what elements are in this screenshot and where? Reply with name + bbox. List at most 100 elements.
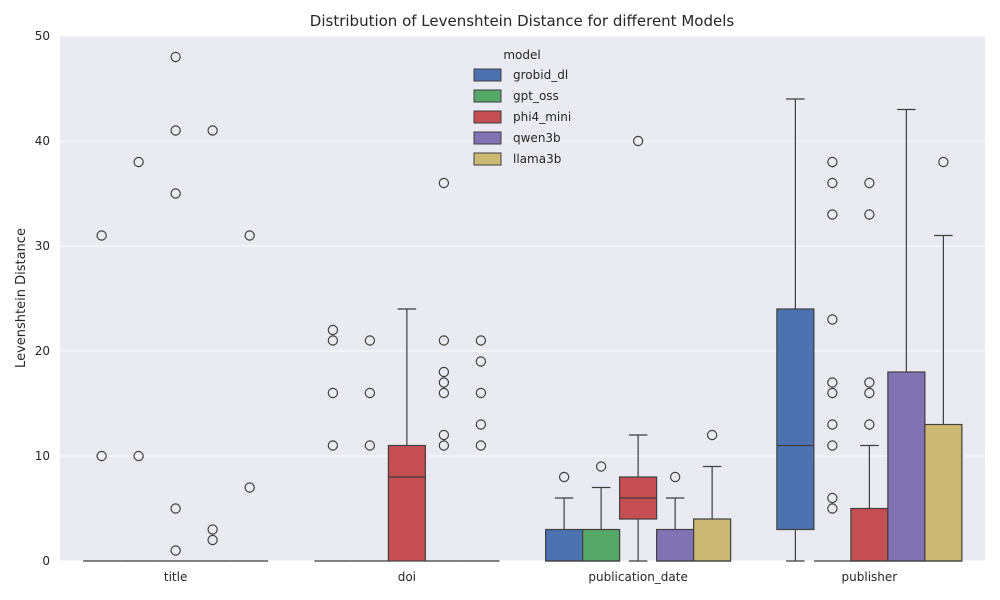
plot-background [60,36,985,561]
flier-point [170,545,181,556]
flier-point [827,314,838,325]
flier-point [364,335,376,346]
flier-point [133,156,144,168]
box-grobid_dl-publisher [776,98,815,562]
flier-point [827,177,838,189]
box-llama3b-publisher [924,234,963,562]
flier-point [827,503,838,514]
flier-point [170,51,181,63]
box-phi4_mini-publisher [850,444,889,562]
box-rect [387,444,426,562]
flier-point [827,492,838,504]
flier-point [244,482,255,493]
flier-point [207,534,218,546]
flier-point [133,450,144,462]
flier-point [475,356,487,367]
box-rect [850,507,889,562]
flier-point [170,125,181,136]
y-axis-ticks: 0 10 20 30 40 50 [35,29,50,568]
box-rect [887,371,926,562]
flier-point [595,461,607,472]
legend-label-qwen3b: qwen3b [513,131,561,145]
flier-point [244,230,255,241]
flier-point [96,450,107,462]
y-tick-label: 0 [42,554,50,568]
flier-point [438,177,450,189]
box-rect [776,308,815,531]
flier-point [475,419,487,430]
box-qwen3b-publication_date [656,497,695,562]
box-rect [693,518,732,562]
legend-label-llama3b: llama3b [513,152,561,166]
y-tick-label: 20 [35,344,50,358]
legend-label-grobid_dl: grobid_dl [513,68,568,82]
flier-point [327,387,339,399]
x-axis-ticks: title doi publication_date publisher [164,570,897,584]
flier-point [438,335,450,346]
y-tick-label: 10 [35,449,50,463]
flier-point [96,230,107,241]
box-rect [582,528,621,562]
box-qwen3b-publisher [887,108,926,562]
legend-swatch-grobid_dl [473,68,502,82]
legend-label-gpt_oss: gpt_oss [513,89,559,103]
box-rect [545,528,584,562]
legend-swatch-llama3b [473,152,502,166]
flier-point [864,209,875,220]
legend-title: model [503,48,540,62]
flier-point [827,156,838,168]
y-axis-label: Levenshtein Distance [14,228,29,368]
flier-point [827,440,838,451]
y-tick-label: 40 [35,134,50,148]
flier-point [864,377,875,388]
flier-point [827,209,838,220]
box-gpt_oss-publication_date [582,486,621,562]
flier-point [864,419,875,430]
box-llama3b-publication_date [693,465,732,562]
flier-point [207,524,218,535]
y-tick-label: 30 [35,239,50,253]
flier-layer [96,51,949,556]
legend: model grobid_dl gpt_oss phi4_mini qwen3b lla… [473,48,571,166]
flier-point [207,125,218,136]
flier-point [438,440,450,451]
flier-point [438,366,450,378]
flier-point [170,503,181,514]
flier-point [827,419,838,430]
flier-point [558,471,570,483]
flier-point [827,387,838,399]
flier-point [632,135,644,147]
flier-point [327,335,339,346]
flier-point [864,177,875,189]
flier-point [170,188,181,199]
box-rect [924,423,963,562]
flier-point [438,387,450,399]
flier-point [475,440,487,451]
x-tick-label: title [164,570,187,584]
legend-swatch-gpt_oss [473,89,502,103]
flier-point [827,377,838,388]
y-tick-label: 50 [35,29,50,43]
flier-point [438,377,450,388]
flier-point [364,440,376,451]
legend-swatch-qwen3b [473,131,502,145]
box-rect [656,528,695,562]
flier-point [938,156,949,168]
legend-label-phi4_mini: phi4_mini [513,110,571,124]
box-layer [83,98,963,562]
flier-point [669,471,681,483]
x-tick-label: doi [398,570,416,584]
flier-point [364,387,376,399]
box-phi4_mini-publication_date [619,434,658,562]
flier-point [864,387,875,399]
flier-point [327,440,339,451]
x-tick-label: publication_date [588,570,688,584]
flier-point [706,429,718,441]
x-tick-label: publisher [842,570,898,584]
flier-point [475,387,487,399]
legend-swatch-phi4_mini [473,110,502,124]
chart-title: Distribution of Levenshtein Distance for… [310,12,735,30]
box-phi4_mini-doi [387,308,426,562]
flier-point [438,429,450,441]
